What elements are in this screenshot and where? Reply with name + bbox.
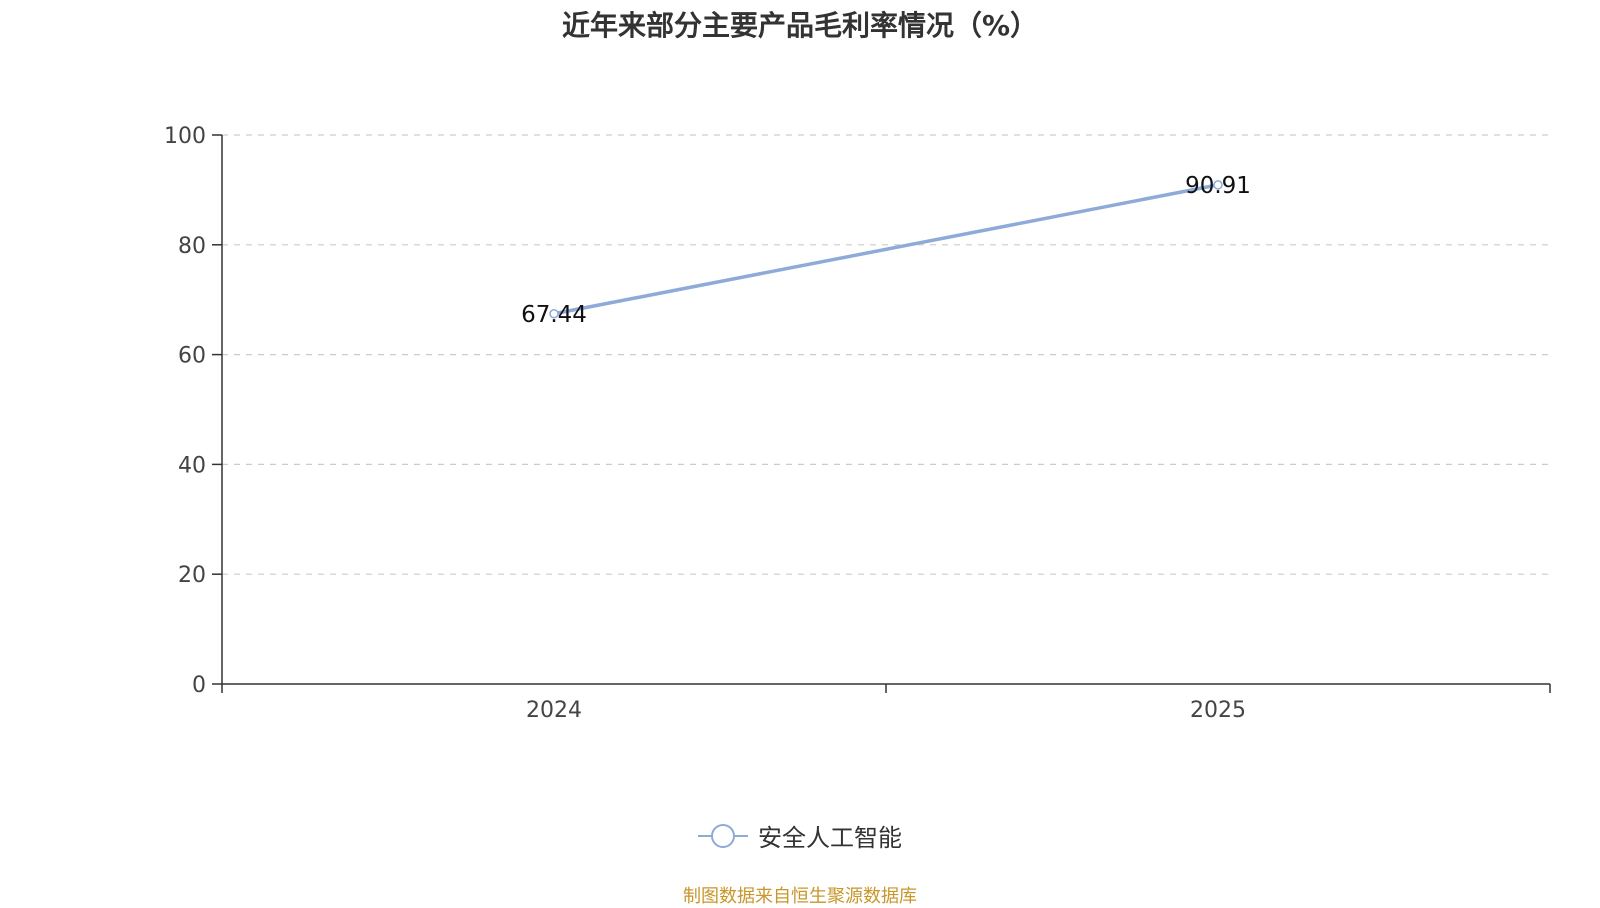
chart-title: 近年来部分主要产品毛利率情况（%） — [561, 9, 1039, 42]
y-tick-label: 20 — [178, 563, 206, 588]
y-tick-label: 100 — [164, 124, 206, 149]
data-labels: 67.44 90.91 — [521, 173, 1251, 328]
axes: 0 20 40 60 80 100 2024 2025 — [164, 124, 1551, 723]
x-tick-label: 2024 — [526, 698, 582, 723]
source-note: 制图数据来自恒生聚源数据库 — [683, 886, 917, 907]
y-tick-label: 0 — [192, 673, 206, 698]
data-label: 90.91 — [1185, 173, 1251, 199]
data-point — [1213, 180, 1223, 190]
legend-line-circle-icon — [698, 823, 748, 849]
series-line — [553, 183, 1219, 316]
y-tick-label: 80 — [178, 234, 206, 259]
gridlines — [222, 134, 1550, 575]
x-tick-label: 2025 — [1190, 698, 1246, 723]
series-layer — [549, 180, 1223, 319]
data-label: 67.44 — [521, 302, 587, 328]
legend-label: 安全人工智能 — [758, 824, 902, 852]
data-point — [549, 309, 559, 319]
y-tick-label: 60 — [178, 344, 206, 369]
y-tick-label: 40 — [178, 453, 206, 478]
legend[interactable]: 安全人工智能 — [0, 818, 1600, 853]
